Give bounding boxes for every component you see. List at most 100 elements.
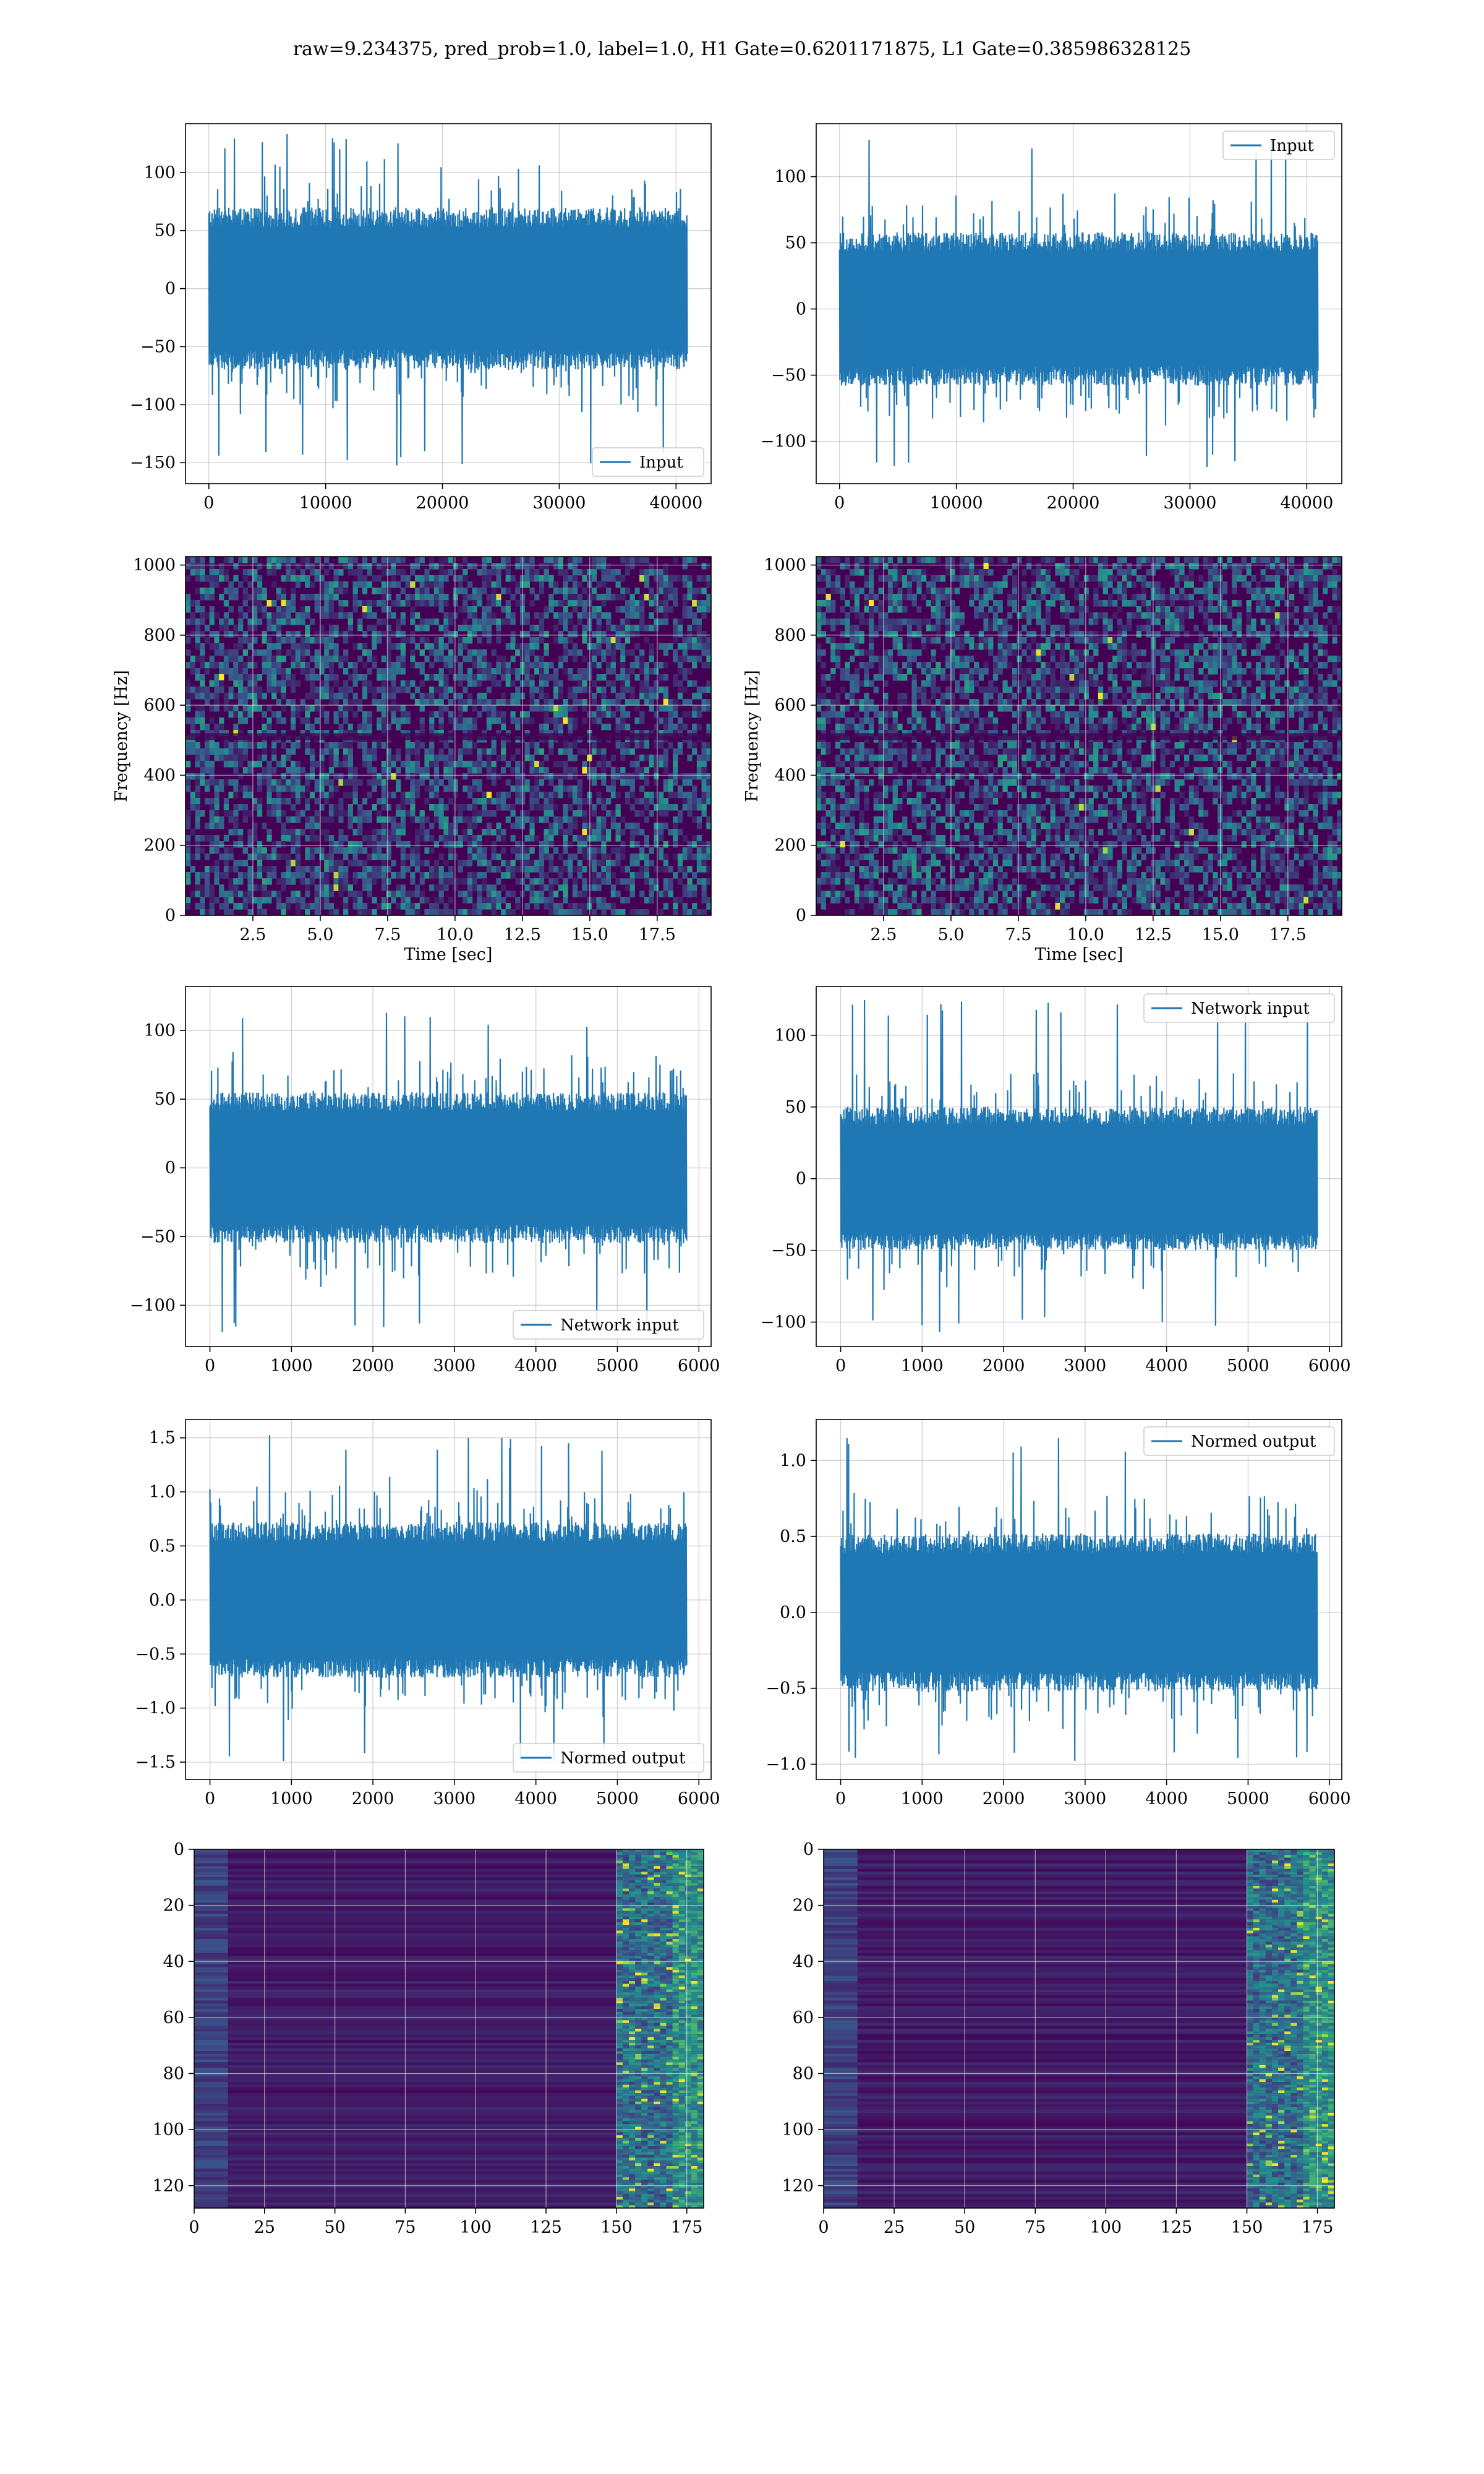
heatmap-cell xyxy=(854,884,860,891)
heatmap-cell xyxy=(419,872,425,879)
legend-box xyxy=(592,447,704,477)
heatmap-cell xyxy=(362,612,368,619)
heatmap-cell xyxy=(850,878,855,885)
heatmap-cell xyxy=(352,773,358,780)
heatmap-cell xyxy=(835,823,841,829)
heatmap-cell xyxy=(467,674,473,681)
heatmap-cell xyxy=(386,631,391,638)
heatmap-cell xyxy=(386,841,391,848)
heatmap-cell xyxy=(381,668,387,675)
heatmap-cell xyxy=(625,711,631,718)
x-tick-label: 0 xyxy=(834,494,845,513)
heatmap-cell xyxy=(419,637,425,644)
heatmap-cell xyxy=(563,816,568,823)
heatmap-cell xyxy=(352,557,358,563)
heatmap-cell xyxy=(300,662,305,669)
heatmap-cell xyxy=(887,705,893,712)
heatmap-cell xyxy=(864,792,869,798)
heatmap-cell xyxy=(482,878,487,885)
heatmap-cell xyxy=(433,761,440,768)
heatmap-cell xyxy=(486,625,492,631)
heatmap-cell xyxy=(472,847,477,854)
heatmap-cell xyxy=(936,761,941,768)
heatmap-cell xyxy=(381,835,387,842)
heatmap-cell xyxy=(367,649,372,656)
heatmap-cell xyxy=(195,569,200,576)
heatmap-cell xyxy=(252,742,258,749)
heatmap-cell xyxy=(190,668,195,675)
heatmap-cell xyxy=(926,878,931,885)
heatmap-cell xyxy=(238,680,244,687)
heatmap-cell xyxy=(663,724,668,730)
heatmap-cell xyxy=(467,748,473,755)
heatmap-cell xyxy=(486,711,492,718)
heatmap-cell xyxy=(314,606,320,613)
heatmap-cell xyxy=(892,643,898,650)
heatmap-cell xyxy=(859,829,864,836)
heatmap-cell xyxy=(629,804,635,811)
heatmap-cell xyxy=(467,563,473,570)
heatmap-cell xyxy=(195,804,200,811)
heatmap-cell xyxy=(606,612,612,619)
heatmap-cell xyxy=(825,705,831,712)
heatmap-cell xyxy=(424,594,430,601)
heatmap-cell xyxy=(706,742,712,749)
heatmap-cell xyxy=(510,711,516,718)
heatmap-cell xyxy=(281,588,286,594)
heatmap-cell xyxy=(654,767,659,774)
heatmap-cell xyxy=(634,823,640,829)
heatmap-cell xyxy=(228,761,234,768)
heatmap-cell xyxy=(911,755,917,761)
heatmap-cell xyxy=(558,884,563,891)
heatmap-cell xyxy=(410,618,416,625)
heatmap-cell xyxy=(629,662,635,669)
heatmap-cell xyxy=(190,618,195,625)
heatmap-cell xyxy=(706,724,712,730)
heatmap-cell xyxy=(300,668,305,675)
heatmap-cell xyxy=(601,773,607,780)
heatmap-cell xyxy=(257,810,263,817)
heatmap-cell xyxy=(945,804,950,811)
heatmap-cell xyxy=(372,773,377,780)
heatmap-cell xyxy=(247,866,253,873)
heatmap-cell xyxy=(830,773,836,780)
heatmap-cell xyxy=(271,711,277,718)
heatmap-cell xyxy=(405,717,411,724)
heatmap-cell xyxy=(959,674,965,681)
heatmap-cell xyxy=(190,687,195,693)
heatmap-cell xyxy=(931,711,936,718)
heatmap-cell xyxy=(529,835,535,842)
heatmap-cell xyxy=(677,748,683,755)
heatmap-cell xyxy=(696,693,702,700)
heatmap-cell xyxy=(706,903,712,910)
heatmap-cell xyxy=(223,755,229,761)
heatmap-cell xyxy=(333,699,339,706)
heatmap-cell xyxy=(921,699,927,706)
heatmap-cell xyxy=(482,761,487,768)
heatmap-cell xyxy=(419,773,425,780)
heatmap-cell xyxy=(830,891,836,897)
heatmap-cell xyxy=(400,711,406,718)
heatmap-cell xyxy=(606,872,612,879)
heatmap-cell xyxy=(639,557,645,563)
heatmap-cell xyxy=(673,835,678,842)
heatmap-cell xyxy=(644,730,650,737)
heatmap-cell xyxy=(324,693,330,700)
heatmap-cell xyxy=(869,878,874,885)
heatmap-cell xyxy=(859,816,864,823)
heatmap-cell xyxy=(448,761,454,768)
heatmap-cell xyxy=(659,588,664,594)
heatmap-cell xyxy=(668,742,673,749)
heatmap-cell xyxy=(950,674,955,681)
heatmap-cell xyxy=(706,730,712,737)
heatmap-cell xyxy=(864,594,869,601)
heatmap-cell xyxy=(568,773,573,780)
heatmap-cell xyxy=(835,779,841,786)
heatmap-cell xyxy=(357,891,363,897)
heatmap-cell xyxy=(510,810,516,817)
heatmap-cell xyxy=(305,730,310,737)
heatmap-cell xyxy=(897,748,903,755)
heatmap-cell xyxy=(568,866,573,873)
heatmap-cell xyxy=(281,575,286,582)
